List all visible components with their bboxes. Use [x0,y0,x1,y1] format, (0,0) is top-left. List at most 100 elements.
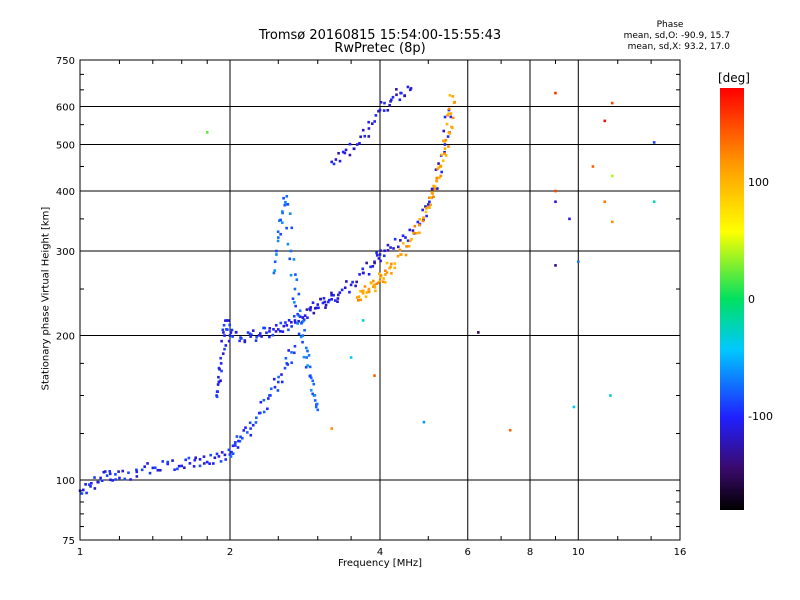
series-3-point-49 [375,254,379,257]
series-4-point-44 [304,346,308,350]
series-0-point-17 [109,478,112,482]
series-6-point-90 [447,131,451,134]
series-4-point-2 [273,260,277,264]
series-6-point-15 [372,285,375,288]
series-5-point-17 [367,135,371,138]
series-3-point-22 [330,293,333,297]
colorbar-tick-0: 100 [748,176,769,189]
series-2-point-7 [217,375,220,379]
series-2-point-15 [223,347,226,351]
series-3-point-21 [324,303,328,307]
series-4-point-45 [301,340,304,344]
series-5-point-35 [395,88,398,91]
series-4-point-49 [307,354,311,357]
series-3-point-60 [389,246,392,249]
series-1-point-19 [248,421,252,425]
series-1-point-16 [244,426,247,429]
series-6-point-42 [399,253,402,256]
scatter-point-8 [568,217,571,221]
series-6-point-77 [437,166,441,169]
series-1-point-37 [280,380,284,384]
stats-heading: Phase [656,20,684,30]
series-3-point-18 [323,300,327,304]
series-2-point-47 [255,335,258,339]
series-0-point-67 [219,460,223,463]
series-3-point-0 [301,316,305,319]
series-5-point-34 [398,98,402,102]
series-2-point-24 [225,319,229,322]
series-3-point-11 [313,307,317,310]
scatter-point-1 [477,331,480,334]
series-2-point-42 [249,335,252,338]
series-3-point-15 [321,301,325,305]
series-3-point-3 [305,308,309,311]
series-5-point-38 [400,91,403,95]
series-2-point-44 [254,339,258,342]
series-2-point-68 [287,319,291,322]
series-5-point-25 [382,109,386,112]
series-2-point-28 [225,328,228,331]
series-0-point-47 [176,467,179,471]
series-3-point-45 [365,261,368,265]
series-1-point-23 [255,416,258,420]
series-2-point-41 [250,333,253,337]
series-4-point-14 [281,210,284,213]
series-6-point-76 [439,174,443,178]
series-3-point-23 [326,300,330,304]
series-3-point-67 [406,239,410,243]
series-1-point-21 [251,423,255,427]
series-1-point-47 [290,351,293,354]
series-6-point-97 [447,112,450,116]
series-0-point-13 [102,470,106,474]
plot-frame [79,59,681,541]
series-1-point-33 [269,387,273,391]
series-4-point-48 [305,356,308,359]
series-5-point-24 [378,108,382,112]
series-6-point-27 [383,280,387,284]
series-5-point-7 [344,148,348,152]
series-6-point-82 [440,153,444,157]
series-1-point-9 [235,435,239,438]
series-3-point-50 [373,261,376,265]
series-4-point-30 [293,287,297,291]
series-6-point-81 [443,152,447,155]
series-3-point-59 [386,249,390,252]
series-5-point-3 [337,151,340,155]
series-6-point-62 [428,196,431,200]
series-0-point-1 [80,492,84,495]
series-1-point-18 [249,427,252,430]
series-1-point-30 [268,394,271,397]
series-0-point-71 [227,448,231,452]
series-4-point-24 [289,249,293,253]
series-3-point-36 [349,283,353,287]
series-5-point-12 [355,143,359,146]
series-6-point-20 [377,281,380,284]
series-1-point-15 [245,431,249,434]
series-1-point-2 [230,450,233,454]
series-4-point-32 [297,292,301,296]
series-2-point-67 [287,328,290,332]
series-2-point-74 [297,319,300,323]
series-3-point-62 [393,237,397,241]
series-1-point-31 [267,397,270,400]
series-4-point-36 [297,314,301,317]
series-0-point-42 [166,462,170,466]
series-5-point-20 [373,120,377,123]
series-1-point-1 [229,455,233,458]
series-0-point-68 [220,451,224,454]
series-3-point-30 [337,293,340,297]
series-3-point-4 [306,316,309,320]
series-4-point-17 [286,203,290,206]
series-4-point-27 [294,273,297,276]
series-0-point-23 [114,478,117,481]
series-6-point-37 [393,266,397,270]
series-0-point-58 [202,455,206,458]
series-1-point-26 [259,400,263,404]
scatter-point-3 [422,420,426,424]
series-6-point-79 [441,159,445,163]
series-2-point-72 [293,319,297,322]
series-1-point-39 [283,366,287,370]
series-3-point-24 [330,297,334,301]
series-2-point-73 [293,321,297,324]
series-4-point-61 [313,399,317,402]
